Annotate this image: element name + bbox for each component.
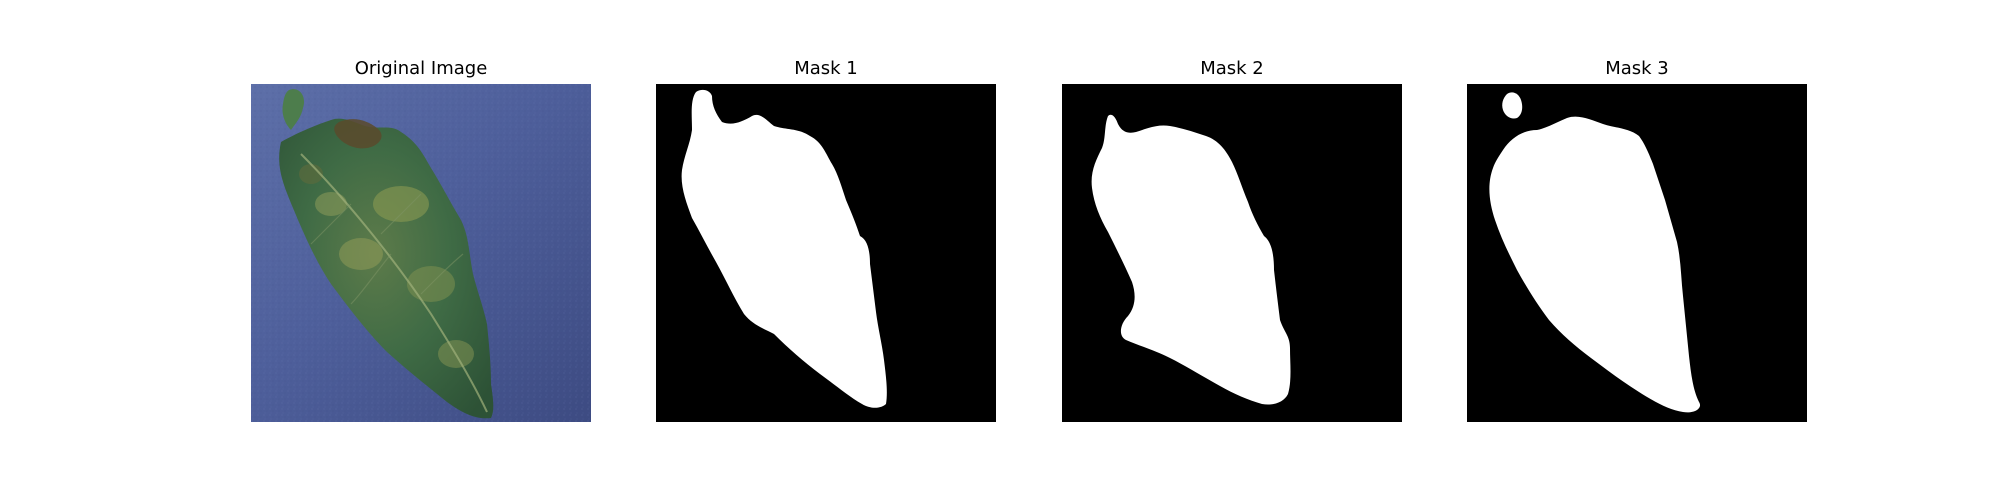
mask-1-panel: Mask 1	[656, 0, 996, 500]
leaf-mask	[656, 84, 996, 422]
leaf-photo	[251, 84, 591, 422]
mask-2-panel: Mask 2	[1062, 0, 1402, 500]
mask-3-panel: Mask 3	[1467, 0, 1807, 500]
panel-title: Mask 2	[1062, 58, 1402, 80]
panel-title: Mask 3	[1467, 58, 1807, 80]
original-image-panel: Original Image	[251, 0, 591, 500]
panel-title: Original Image	[251, 58, 591, 80]
leaf-mask	[1062, 84, 1402, 422]
leaf-mask	[1467, 84, 1807, 422]
panel-title: Mask 1	[656, 58, 996, 80]
